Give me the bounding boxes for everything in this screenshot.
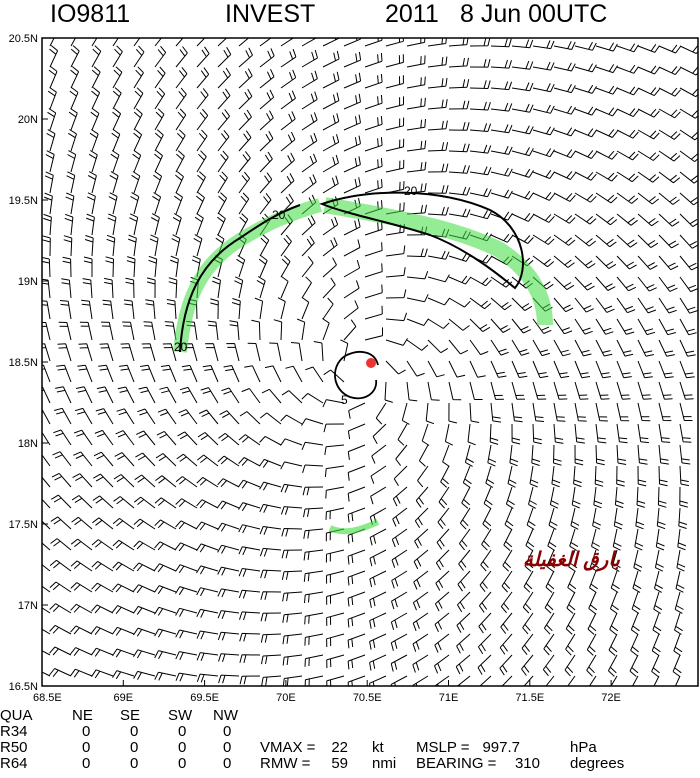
stat-label: VMAX = [260,739,316,756]
stat-label: RMW = [260,755,311,772]
contour-label: 20 [404,184,418,198]
table-header: QUA [0,707,33,724]
contour-label: 20 [272,208,286,222]
table-header: SW [168,707,193,724]
year: 2011 [385,0,439,28]
y-tick-label: 18N [18,438,38,450]
x-tick-label: 70E [276,692,296,704]
y-tick-label: 20.5N [9,33,38,45]
y-tick-label: 18.5N [9,357,38,369]
y-tick-label: 19N [18,276,38,288]
stat-value: 310 [515,755,540,772]
table-cell: 0 [82,723,90,740]
table-cell: 0 [178,739,186,756]
stat-value: 22 [331,739,348,756]
x-tick-label: 72E [601,692,621,704]
contour-label: 20 [174,340,188,354]
stat-unit: kt [372,739,385,756]
stat-label: BEARING = [416,755,497,772]
y-tick-label: 19.5N [9,195,38,207]
table-header: NE [72,707,93,724]
table-cell: R50 [0,739,28,756]
stat-label: MSLP = [416,739,470,756]
table-cell: 0 [82,755,90,772]
y-tick-label: 17N [18,600,38,612]
watermark: بارق الغفيلة [523,549,621,572]
y-tick-label: 20N [18,114,38,126]
stat-value: 59 [331,755,348,772]
storm-id: IO9811 [50,0,130,28]
table-cell: 0 [82,739,90,756]
x-tick-label: 71E [439,692,459,704]
table-cell: 0 [130,755,138,772]
table-cell: R34 [0,723,28,740]
stat-value: 997.7 [482,739,520,756]
table-cell: 0 [130,739,138,756]
storm-name: INVEST [225,0,315,28]
x-tick-label: 68.5E [33,692,62,704]
stat-unit: degrees [570,755,624,772]
table-cell: 0 [178,723,186,740]
x-tick-label: 70.5E [353,692,382,704]
table-cell: 0 [178,755,186,772]
table-cell: R64 [0,755,28,772]
x-tick-label: 71.5E [515,692,544,704]
table-cell: 0 [223,723,231,740]
time: 8 Jun 00UTC [460,0,607,28]
y-tick-label: 17.5N [9,519,38,531]
stat-unit: hPa [570,739,597,756]
storm-center [366,358,376,368]
table-cell: 0 [130,723,138,740]
table-header: NW [213,707,239,724]
table-cell: 0 [223,755,231,772]
y-tick-label: 16.5N [9,681,38,693]
contour-label: 5 [341,393,348,407]
x-tick-label: 69E [114,692,134,704]
x-tick-label: 69.5E [190,692,219,704]
stat-unit: nmi [372,755,396,772]
table-header: SE [120,707,140,724]
table-cell: 0 [223,739,231,756]
